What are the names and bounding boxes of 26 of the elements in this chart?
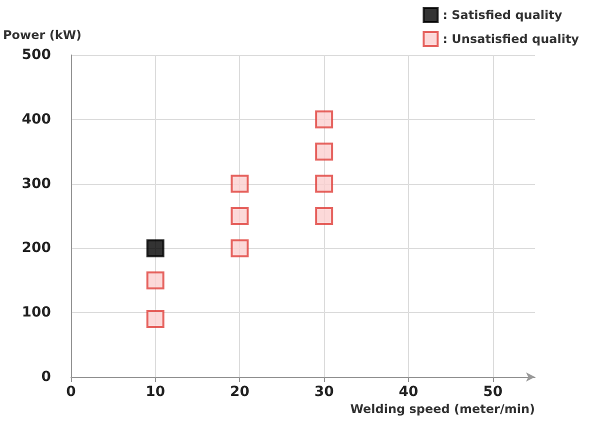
point — [230, 239, 249, 258]
point — [315, 174, 334, 193]
x-tick-label: 0 — [66, 384, 76, 400]
point — [315, 110, 334, 128]
y-tick-label: 200 — [22, 240, 52, 256]
point — [230, 207, 249, 225]
point — [230, 174, 249, 193]
x-tick-label: 50 — [483, 384, 503, 400]
x-axis-title: Welding speed (meter/min) — [350, 402, 535, 416]
y-tick-label: 500 — [22, 47, 52, 63]
point — [146, 239, 164, 258]
x-tick-label: 40 — [398, 384, 418, 400]
y-tick-label: 400 — [22, 111, 52, 128]
point — [315, 207, 334, 225]
y-tick-label: 0 — [41, 369, 52, 385]
legend-label: : Satisfied quality — [442, 8, 562, 22]
legend-label: : Unsatisfied quality — [442, 32, 580, 46]
point — [146, 310, 164, 328]
x-tick-label: 10 — [146, 384, 166, 400]
y-axis-title: Power (kW) — [3, 28, 82, 42]
point — [315, 142, 334, 161]
y-tick-label: 100 — [22, 304, 52, 321]
x-tick-label: 20 — [230, 384, 250, 400]
y-tick-label: 300 — [22, 176, 52, 192]
point — [146, 271, 164, 290]
x-tick-label: 30 — [314, 384, 334, 400]
